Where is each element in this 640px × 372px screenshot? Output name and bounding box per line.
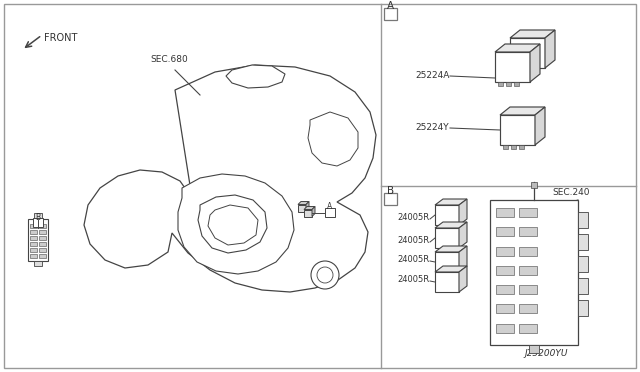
Text: SEC.680: SEC.680 (150, 55, 188, 64)
Bar (506, 82, 511, 86)
Polygon shape (298, 202, 309, 205)
Circle shape (311, 261, 339, 289)
Bar (39, 230, 46, 234)
Bar (511, 145, 516, 149)
Polygon shape (510, 30, 555, 38)
Polygon shape (500, 107, 545, 115)
Bar (490, 200, 578, 345)
Bar (578, 300, 588, 316)
Bar (519, 247, 537, 256)
Bar (496, 324, 514, 333)
Bar (325, 208, 335, 217)
Bar (384, 8, 397, 20)
Bar (496, 285, 514, 294)
Bar (578, 278, 588, 294)
Bar (529, 345, 539, 353)
Bar (519, 266, 537, 275)
Bar (34, 261, 42, 266)
Polygon shape (435, 266, 467, 272)
Bar (435, 205, 459, 225)
Polygon shape (530, 44, 540, 82)
Bar (298, 205, 306, 212)
Bar (30, 230, 37, 234)
Bar (39, 254, 46, 258)
Bar (519, 145, 524, 149)
Bar (30, 242, 37, 246)
Text: SEC.240: SEC.240 (552, 188, 589, 197)
Bar (578, 212, 588, 228)
Bar (39, 248, 46, 252)
Bar (519, 324, 537, 333)
Bar (34, 213, 42, 220)
Bar (39, 236, 46, 240)
Polygon shape (198, 195, 267, 253)
Bar (384, 193, 397, 205)
Bar (510, 38, 545, 68)
Bar (435, 252, 459, 272)
Polygon shape (178, 174, 294, 274)
Bar (496, 304, 514, 314)
Bar (30, 254, 37, 258)
Bar (578, 256, 588, 272)
Bar (578, 234, 588, 250)
Bar (521, 68, 526, 72)
Bar (496, 227, 514, 236)
Bar (519, 227, 537, 236)
Text: 25224Y: 25224Y (415, 123, 449, 132)
Bar (514, 82, 519, 86)
Bar (495, 52, 530, 82)
Text: 25224A: 25224A (415, 71, 449, 80)
Text: 24005R: 24005R (397, 275, 429, 284)
Bar (435, 228, 459, 248)
Polygon shape (304, 206, 315, 209)
Bar (435, 272, 459, 292)
Polygon shape (435, 199, 467, 205)
Polygon shape (226, 65, 285, 88)
Text: 24005R: 24005R (397, 255, 429, 264)
Polygon shape (459, 246, 467, 272)
Bar (531, 182, 537, 188)
Polygon shape (308, 112, 358, 166)
Polygon shape (495, 44, 540, 52)
Bar (496, 247, 514, 256)
Polygon shape (435, 222, 467, 228)
Bar (529, 68, 534, 72)
Polygon shape (459, 266, 467, 292)
Bar (519, 304, 537, 314)
Bar (503, 145, 508, 149)
Bar (519, 285, 537, 294)
Bar (496, 266, 514, 275)
Text: 24005R: 24005R (397, 213, 429, 222)
Polygon shape (306, 202, 309, 212)
Bar (39, 242, 46, 246)
Bar (513, 68, 518, 72)
Polygon shape (312, 206, 315, 217)
Polygon shape (545, 30, 555, 68)
Polygon shape (435, 246, 467, 252)
Bar (304, 209, 312, 217)
Text: FRONT: FRONT (44, 33, 77, 43)
Polygon shape (459, 222, 467, 248)
Bar (30, 248, 37, 252)
Bar (33, 218, 43, 227)
Polygon shape (459, 199, 467, 225)
Text: B: B (387, 186, 394, 196)
Bar (39, 224, 46, 228)
Bar (498, 82, 503, 86)
Circle shape (317, 267, 333, 283)
Bar (519, 208, 537, 217)
Bar (500, 115, 535, 145)
Bar (30, 236, 37, 240)
Bar (30, 224, 37, 228)
Text: A: A (327, 202, 332, 211)
Text: A: A (387, 1, 394, 11)
Bar (28, 219, 48, 261)
Text: J25200YU: J25200YU (525, 349, 568, 358)
Polygon shape (84, 65, 376, 292)
Text: B: B (35, 212, 40, 221)
Polygon shape (208, 205, 258, 245)
Polygon shape (535, 107, 545, 145)
Bar (496, 208, 514, 217)
Text: 24005R: 24005R (397, 236, 429, 245)
